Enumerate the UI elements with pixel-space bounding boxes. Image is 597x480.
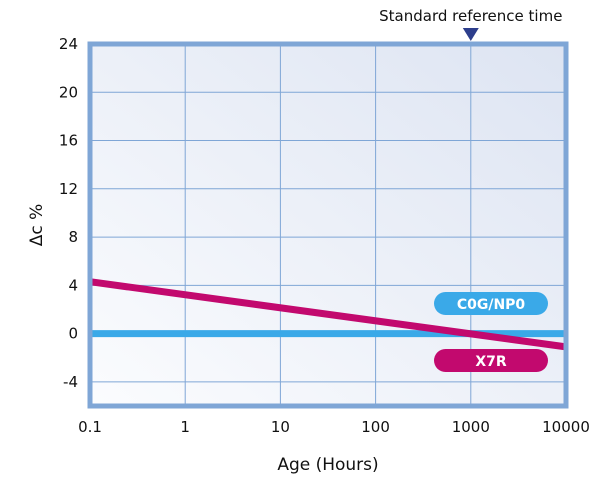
series-line [89, 278, 567, 351]
legend-label: X7R [475, 354, 507, 370]
y-tick-labels: -4 0 4 8 12 16 20 24 [59, 35, 78, 391]
x-tick-label: 100 [361, 418, 390, 436]
grid [90, 44, 566, 406]
x-tick-label: 1000 [452, 418, 490, 436]
x-tick-labels: 0.1 1 10 100 1000 10000 [78, 418, 590, 436]
legend-item: X7R [434, 349, 548, 372]
y-tick-label: 24 [59, 35, 78, 53]
x-tick-label: 10000 [542, 418, 590, 436]
y-tick-label: 16 [59, 132, 78, 150]
x-axis-title: Age (Hours) [277, 455, 378, 475]
plot-background [90, 44, 566, 406]
y-tick-label: 4 [68, 276, 78, 294]
legend-pill [434, 349, 548, 372]
y-tick-label: 20 [59, 83, 78, 101]
x-tick-label: 0.1 [78, 418, 102, 436]
y-axis-title: Δc % [27, 204, 47, 247]
y-tick-label: 0 [68, 325, 78, 343]
series-lines [89, 278, 567, 351]
reference-marker-icon [462, 28, 479, 41]
y-tick-label: 8 [68, 228, 78, 246]
annotation-text: Standard reference time [379, 7, 562, 25]
legend-pill [434, 292, 548, 315]
x-tick-label: 10 [271, 418, 290, 436]
y-tick-label: 12 [59, 180, 78, 198]
legend-label: C0G/NP0 [457, 297, 526, 313]
annotation: Standard reference time [379, 7, 562, 41]
legend: C0G/NP0 X7R [434, 292, 548, 372]
y-tick-label: -4 [63, 373, 78, 391]
plot-frame [87, 41, 569, 409]
x-tick-label: 1 [180, 418, 190, 436]
legend-item: C0G/NP0 [434, 292, 548, 315]
